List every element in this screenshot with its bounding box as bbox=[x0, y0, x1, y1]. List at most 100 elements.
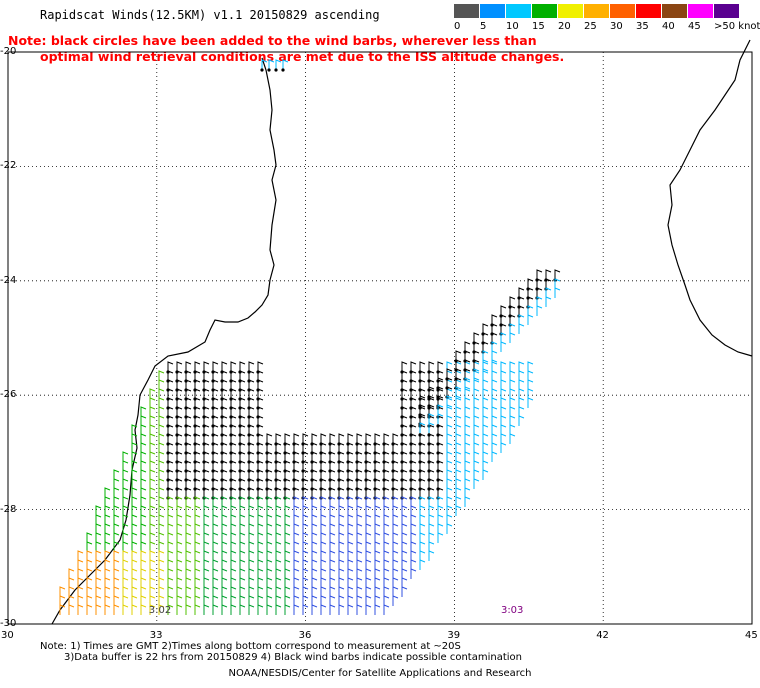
wind-barb bbox=[446, 386, 453, 397]
wind-barb bbox=[329, 478, 336, 489]
wind-barb bbox=[239, 514, 246, 525]
wind-barb bbox=[203, 505, 210, 516]
wind-barb bbox=[185, 496, 192, 507]
wind-barb bbox=[419, 379, 426, 390]
wind-barb bbox=[68, 586, 75, 597]
wind-barb bbox=[248, 406, 255, 417]
wind-barb bbox=[293, 586, 300, 597]
colorbar-swatch bbox=[480, 4, 505, 18]
wind-barb bbox=[473, 460, 480, 471]
wind-barb bbox=[464, 359, 471, 370]
wind-barb bbox=[410, 505, 417, 516]
wind-barb bbox=[149, 433, 156, 444]
wind-barb bbox=[239, 460, 246, 471]
wind-barb bbox=[185, 388, 192, 399]
wind-barb bbox=[140, 595, 147, 606]
wind-barb bbox=[347, 595, 354, 606]
wind-barb bbox=[428, 532, 435, 543]
wind-barb bbox=[383, 487, 390, 498]
wind-barb bbox=[59, 604, 66, 615]
wind-barb bbox=[275, 478, 282, 489]
wind-barb bbox=[194, 568, 201, 579]
wind-barb bbox=[455, 460, 462, 471]
wind-barb bbox=[230, 496, 237, 507]
wind-barb bbox=[266, 550, 273, 561]
wind-barb bbox=[419, 550, 426, 561]
wind-barb bbox=[230, 379, 237, 390]
wind-barb bbox=[212, 523, 219, 534]
wind-barb bbox=[221, 469, 228, 480]
wind-barb bbox=[185, 568, 192, 579]
wind-barb bbox=[509, 397, 516, 408]
wind-barb bbox=[203, 361, 210, 372]
wind-barb bbox=[293, 460, 300, 471]
wind-barb bbox=[122, 487, 129, 498]
wind-barb bbox=[320, 577, 327, 588]
wind-barb bbox=[437, 451, 444, 462]
wind-barb bbox=[428, 361, 435, 372]
wind-barb bbox=[374, 514, 381, 525]
wind-barb bbox=[356, 505, 363, 516]
wind-barb bbox=[428, 451, 435, 462]
wind-barb bbox=[383, 496, 390, 507]
wind-barb bbox=[221, 559, 228, 570]
wind-barb bbox=[104, 514, 111, 525]
wind-barb bbox=[167, 505, 174, 516]
wind-barb bbox=[482, 368, 489, 379]
wind-barb bbox=[122, 604, 129, 615]
wind-barb bbox=[257, 514, 264, 525]
wind-barb bbox=[230, 442, 237, 453]
wind-barb bbox=[500, 415, 507, 426]
wind-barb bbox=[338, 451, 345, 462]
wind-barb bbox=[203, 568, 210, 579]
wind-barb bbox=[239, 550, 246, 561]
wind-barb bbox=[356, 433, 363, 444]
wind-barb bbox=[275, 550, 282, 561]
wind-barb bbox=[203, 442, 210, 453]
wind-barb bbox=[113, 604, 120, 615]
wind-barb bbox=[104, 496, 111, 507]
wind-barb bbox=[518, 415, 525, 426]
wind-barb bbox=[248, 361, 255, 372]
wind-barb bbox=[149, 496, 156, 507]
wind-barb bbox=[482, 359, 489, 370]
colorbar-swatch bbox=[662, 4, 687, 18]
wind-barb bbox=[221, 433, 228, 444]
wind-barb bbox=[266, 442, 273, 453]
wind-barb bbox=[338, 460, 345, 471]
wind-barb bbox=[464, 478, 471, 489]
wind-barb bbox=[140, 514, 147, 525]
wind-barb bbox=[284, 559, 291, 570]
wind-barb bbox=[446, 505, 453, 516]
wind-barb bbox=[401, 541, 408, 552]
wind-barb bbox=[482, 451, 489, 462]
wind-barb bbox=[104, 577, 111, 588]
wind-barb bbox=[149, 442, 156, 453]
wind-barb bbox=[311, 514, 318, 525]
wind-barb bbox=[122, 541, 129, 552]
wind-barb bbox=[536, 287, 543, 298]
wind-barb bbox=[509, 314, 516, 325]
wind-barb bbox=[77, 586, 84, 597]
wind-barb bbox=[302, 460, 309, 471]
wind-barb bbox=[194, 523, 201, 534]
wind-barb bbox=[464, 406, 471, 417]
wind-barb bbox=[320, 451, 327, 462]
wind-barb bbox=[212, 514, 219, 525]
wind-barb bbox=[104, 487, 111, 498]
wind-barb bbox=[392, 514, 399, 525]
wind-barb bbox=[221, 514, 228, 525]
wind-barb bbox=[320, 523, 327, 534]
wind-barb bbox=[410, 370, 417, 381]
wind-barb bbox=[356, 559, 363, 570]
wind-barb bbox=[131, 442, 138, 453]
wind-barb bbox=[149, 469, 156, 480]
wind-barb bbox=[437, 487, 444, 498]
wind-barb bbox=[365, 433, 372, 444]
wind-barb bbox=[212, 424, 219, 435]
wind-barb bbox=[203, 496, 210, 507]
wind-barb bbox=[293, 604, 300, 615]
wind-barb bbox=[122, 550, 129, 561]
wind-barb bbox=[293, 442, 300, 453]
wind-barb bbox=[401, 379, 408, 390]
